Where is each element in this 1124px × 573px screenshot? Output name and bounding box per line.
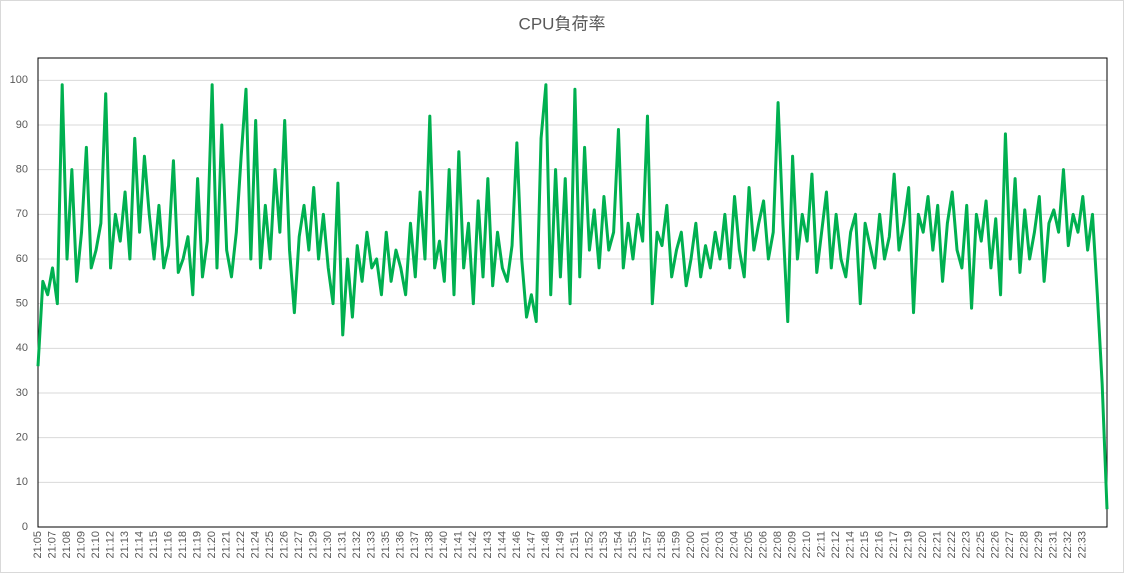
- x-tick-label: 22:16: [874, 531, 886, 559]
- x-tick-label: 21:20: [206, 531, 218, 559]
- data-line: [36, 83, 1109, 510]
- x-tick-label: 22:17: [888, 531, 900, 559]
- x-tick-label: 21:46: [511, 531, 523, 559]
- x-tick-label: 22:23: [961, 531, 973, 559]
- x-tick-label: 21:36: [395, 531, 407, 559]
- x-tick-label: 22:11: [816, 531, 828, 558]
- x-tick-label: 22:05: [743, 531, 755, 559]
- y-tick-label: 90: [16, 119, 28, 131]
- y-tick-label: 50: [16, 298, 28, 310]
- x-tick-label: 21:32: [351, 531, 363, 559]
- x-tick-label: 22:08: [772, 531, 784, 559]
- x-tick-label: 21:58: [656, 531, 668, 559]
- x-tick-label: 22:19: [903, 531, 915, 559]
- x-tick-label: 22:26: [990, 531, 1002, 559]
- x-tick-label: 21:51: [569, 531, 581, 559]
- x-tick-label: 22:25: [975, 531, 987, 559]
- x-tick-label: 21:35: [380, 531, 392, 559]
- x-tick-label: 21:27: [293, 531, 305, 559]
- x-tick-label: 21:25: [264, 531, 276, 559]
- x-tick-label: 21:37: [409, 531, 421, 559]
- x-tick-label: 22:22: [946, 531, 958, 559]
- x-tick-label: 21:52: [583, 531, 595, 559]
- x-tick-label: 21:21: [221, 531, 233, 559]
- x-tick-label: 22:10: [801, 531, 813, 559]
- plot-frame: [37, 57, 1108, 528]
- x-tick-label: 21:14: [133, 531, 145, 559]
- x-tick-label: 22:06: [757, 531, 769, 559]
- y-tick-label: 80: [16, 164, 28, 176]
- x-tick-label: 21:48: [540, 531, 552, 559]
- y-tick-label: 40: [16, 342, 28, 354]
- x-tick-label: 22:32: [1062, 531, 1074, 559]
- x-tick-label: 21:16: [163, 531, 175, 559]
- x-tick-label: 21:42: [467, 531, 479, 559]
- x-tick-label: 21:19: [192, 531, 204, 559]
- x-tick-label: 21:05: [32, 531, 44, 559]
- x-tick-label: 22:21: [932, 531, 944, 559]
- x-tick-label: 22:33: [1077, 531, 1089, 559]
- x-tick-label: 21:29: [308, 531, 320, 559]
- x-tick-label: 22:31: [1048, 531, 1060, 559]
- x-tick-label: 22:15: [859, 531, 871, 559]
- x-tick-label: 22:28: [1019, 531, 1031, 559]
- chart-title: CPU負荷率: [519, 14, 606, 33]
- x-tick-label: 21:10: [90, 531, 102, 559]
- x-tick-label: 21:53: [598, 531, 610, 559]
- x-tick-label: 21:47: [525, 531, 537, 559]
- y-tick-label: 70: [16, 208, 28, 220]
- x-tick-label: 21:40: [438, 531, 450, 559]
- x-tick-label: 21:07: [46, 531, 58, 559]
- x-tick-label: 21:22: [235, 531, 247, 559]
- x-tick-label: 22:09: [786, 531, 798, 559]
- x-tick-label: 21:15: [148, 531, 160, 559]
- x-tick-label: 22:01: [699, 531, 711, 559]
- x-tick-label: 22:27: [1004, 531, 1016, 559]
- x-tick-label: 21:57: [641, 531, 653, 559]
- x-tick-label: 21:59: [670, 531, 682, 559]
- x-tick-label: 21:30: [322, 531, 334, 559]
- x-tick-label: 21:44: [496, 531, 508, 559]
- x-tick-label: 21:38: [424, 531, 436, 559]
- y-tick-label: 100: [10, 74, 28, 86]
- x-tick-label: 21:13: [119, 531, 131, 559]
- x-tick-label: 22:04: [728, 531, 740, 559]
- x-tick-label: 22:29: [1033, 531, 1045, 559]
- x-tick-label: 21:26: [279, 531, 291, 559]
- x-tick-label: 22:00: [685, 531, 697, 559]
- x-tick-label: 21:08: [61, 531, 73, 559]
- x-tick-label: 21:09: [75, 531, 87, 559]
- x-tick-label: 22:12: [830, 531, 842, 559]
- x-tick-label: 21:12: [104, 531, 116, 559]
- y-tick-label: 60: [16, 253, 28, 265]
- x-tick-label: 21:55: [627, 531, 639, 559]
- x-tick-label: 21:41: [453, 531, 465, 559]
- x-tick-label: 21:49: [554, 531, 566, 559]
- x-tick-label: 22:14: [845, 531, 857, 559]
- x-tick-label: 21:18: [177, 531, 189, 559]
- x-tick-label: 21:43: [482, 531, 494, 559]
- x-tick-label: 21:24: [250, 531, 262, 559]
- x-tick-label: 22:03: [714, 531, 726, 559]
- y-tick-label: 10: [16, 476, 28, 488]
- y-tick-label: 20: [16, 432, 28, 444]
- x-tick-label: 22:20: [917, 531, 929, 559]
- x-tick-label: 21:33: [366, 531, 378, 559]
- y-tick-label: 30: [16, 387, 28, 399]
- x-tick-label: 21:31: [337, 531, 349, 559]
- y-tick-label: 0: [22, 521, 28, 533]
- x-tick-label: 21:54: [612, 531, 624, 559]
